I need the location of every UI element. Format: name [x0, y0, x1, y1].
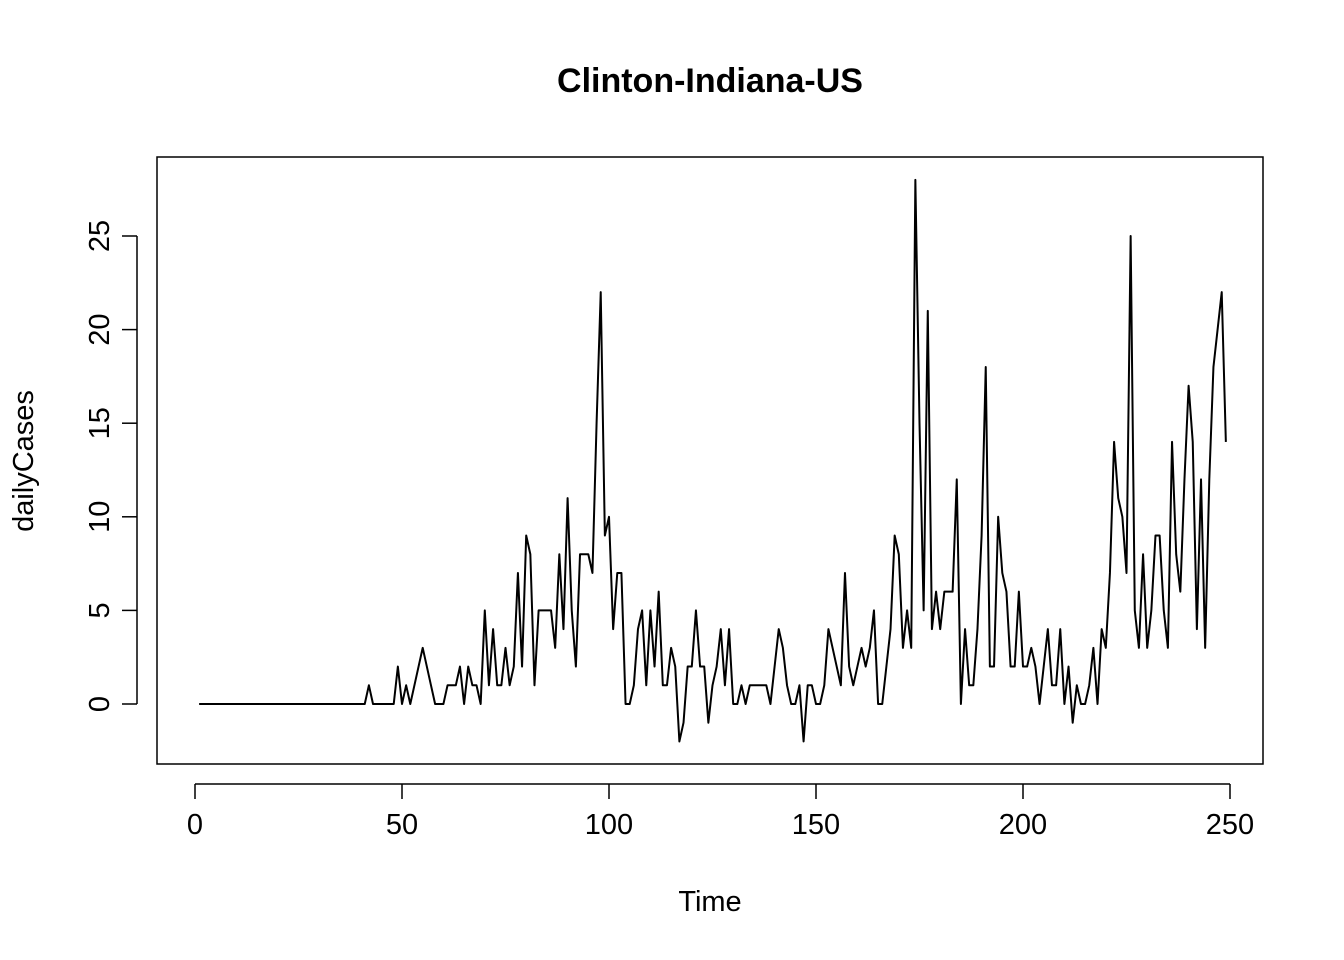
- y-tick-label: 20: [84, 313, 116, 345]
- x-tick-label: 150: [792, 809, 840, 841]
- y-tick-label: 5: [84, 602, 116, 618]
- y-tick-label: 25: [84, 220, 116, 252]
- y-tick-label: 10: [84, 501, 116, 533]
- y-tick-label: 15: [84, 407, 116, 439]
- plot-frame: [156, 156, 1264, 765]
- series-line: [199, 178, 1227, 743]
- y-axis-label: dailyCases: [8, 390, 40, 532]
- x-tick-label: 100: [585, 809, 633, 841]
- y-tick-label: 0: [84, 696, 116, 712]
- chart-title: Clinton-Indiana-US: [557, 62, 863, 100]
- x-axis-label: Time: [678, 886, 741, 918]
- x-tick-label: 50: [386, 809, 418, 841]
- x-tick-label: 250: [1206, 809, 1254, 841]
- x-tick-label: 0: [187, 809, 203, 841]
- x-axis: 0 50 100 150 200 250: [187, 783, 1254, 841]
- x-tick-label: 200: [999, 809, 1047, 841]
- y-axis: 0 5 10 15 20 25: [84, 220, 138, 712]
